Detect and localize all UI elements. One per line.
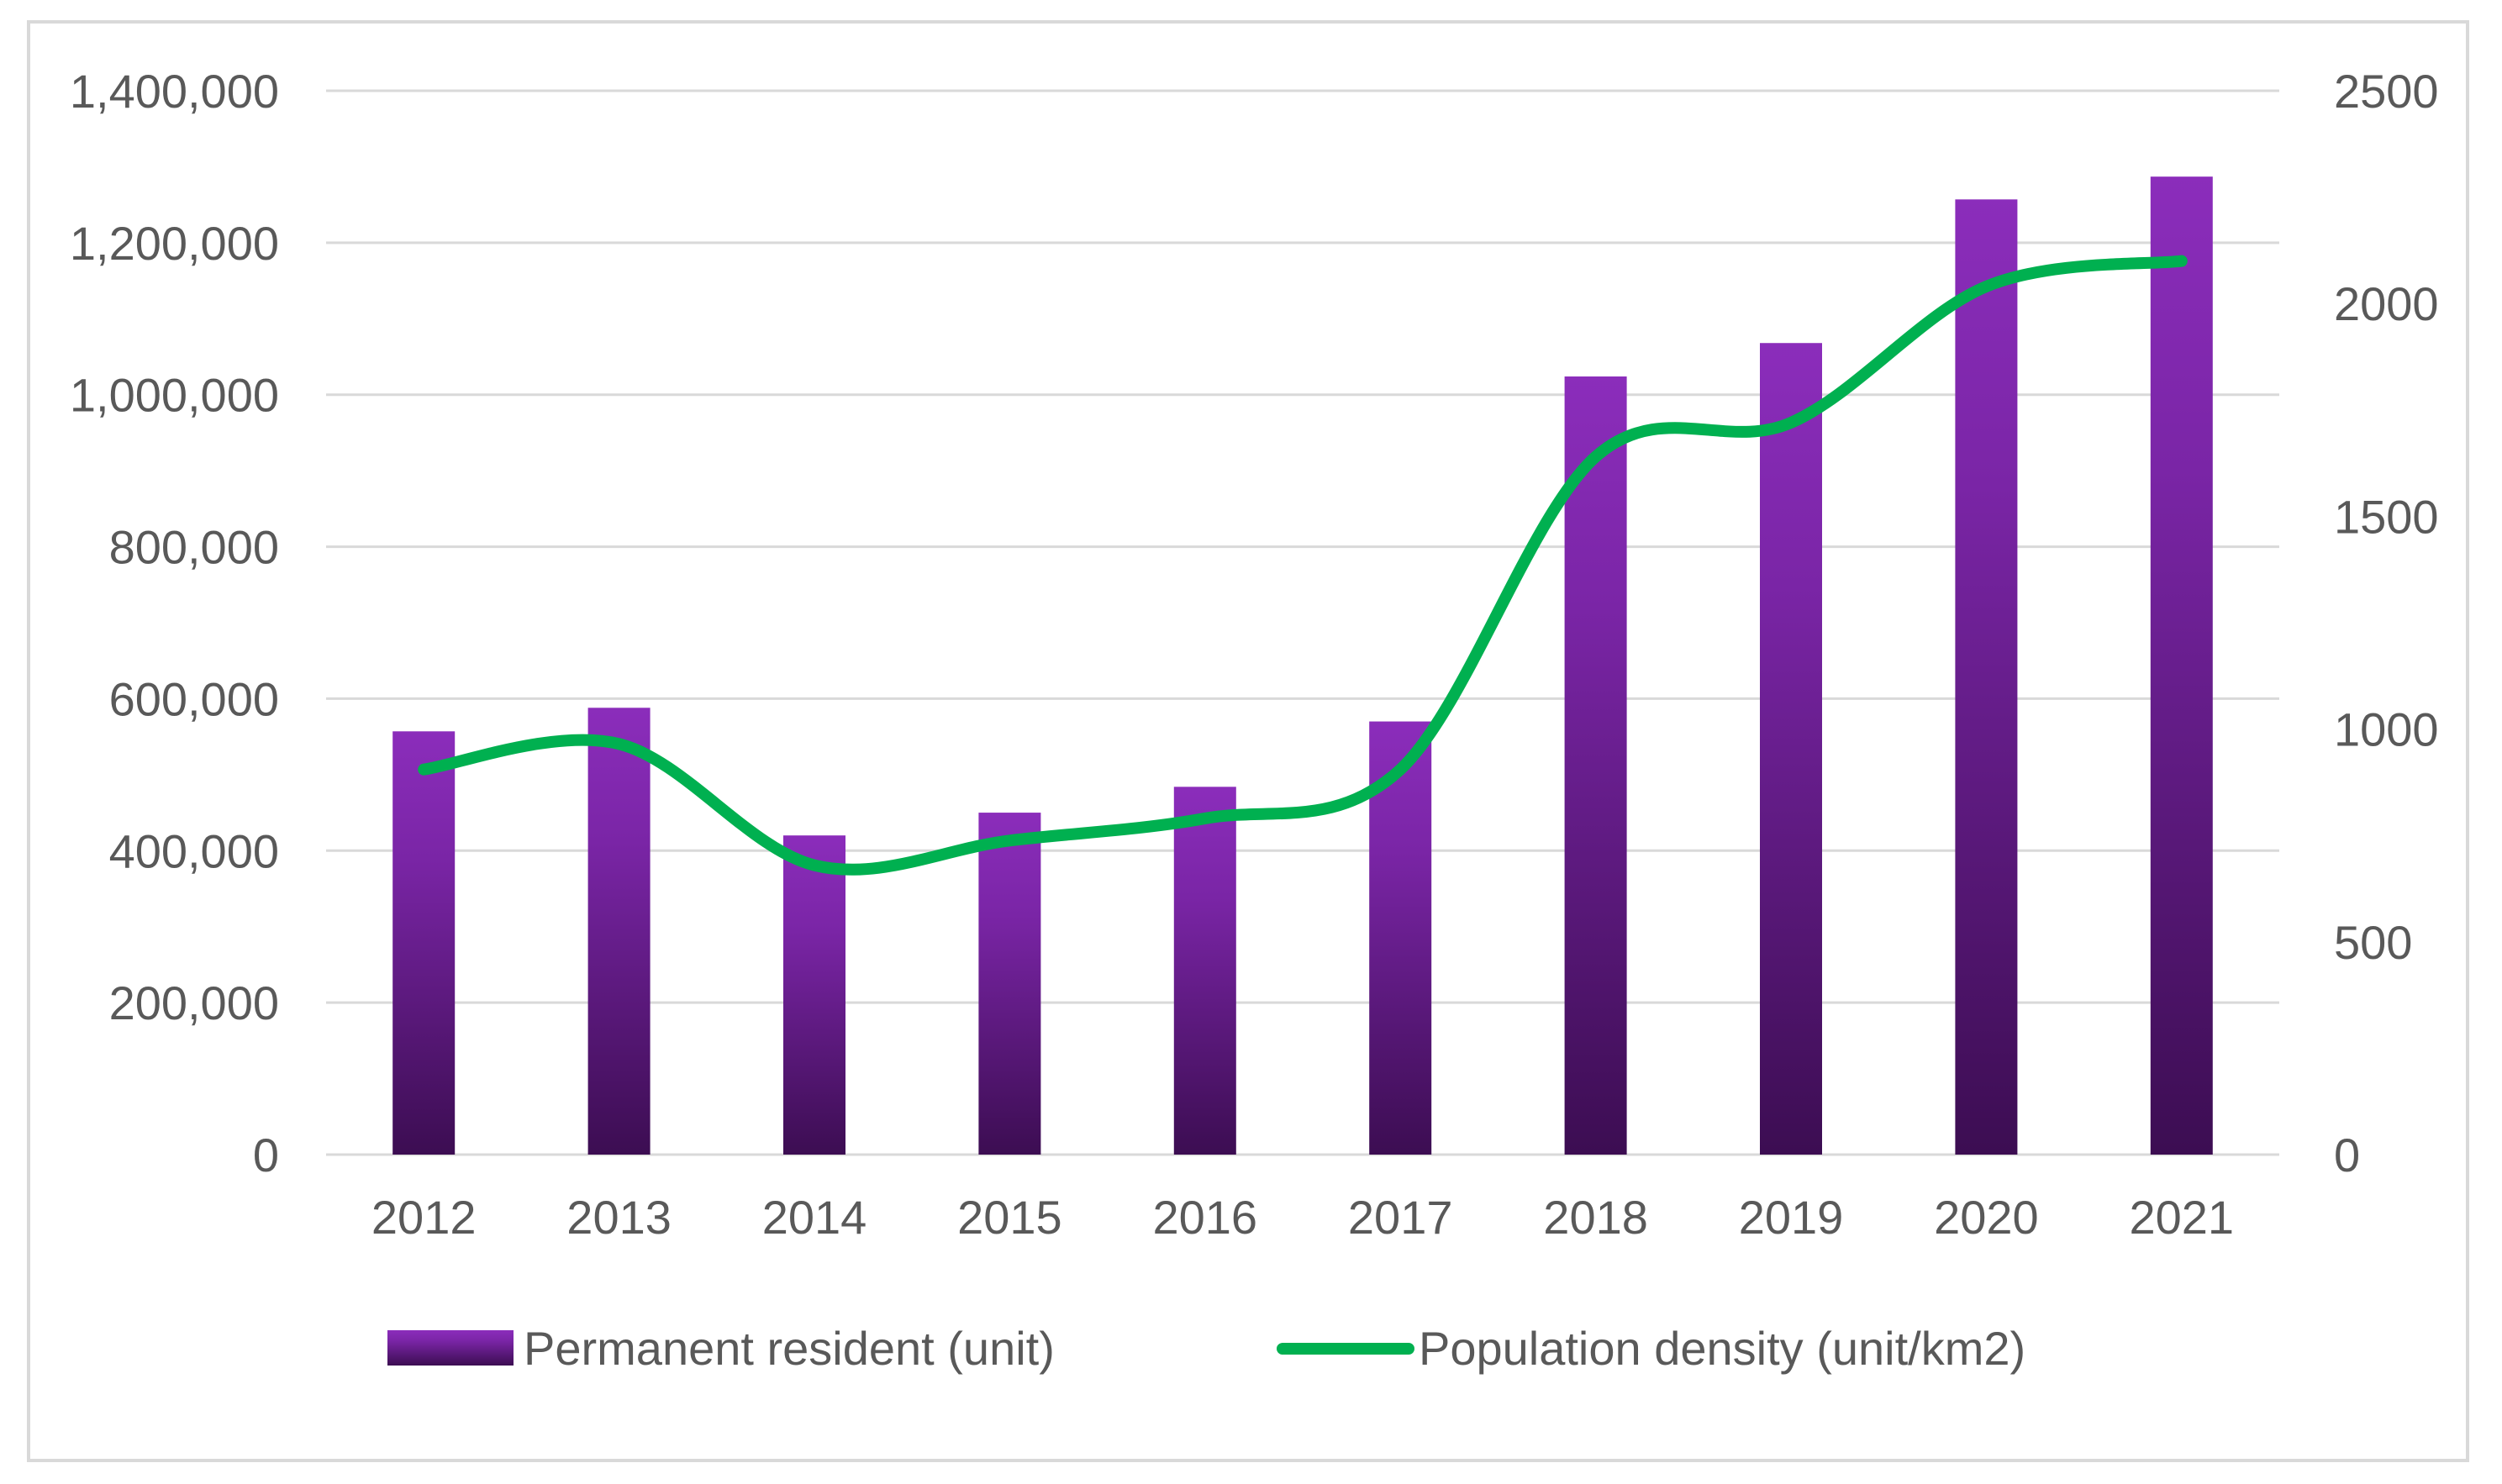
density-point-2018: [1595, 456, 1597, 458]
x-tick-label: 2016: [1153, 1191, 1258, 1244]
left-tick-label: 0: [253, 1129, 279, 1181]
left-tick-label: 1,000,000: [70, 369, 279, 422]
x-tick-label: 2012: [371, 1191, 477, 1244]
x-tick-label: 2013: [566, 1191, 672, 1244]
chart-svg: 0 200,000 400,000 600,000 800,000 1,000,000 1,…: [70, 65, 2439, 1375]
bar-2014: [783, 835, 845, 1155]
right-tick-label: 1500: [2334, 490, 2439, 543]
density-point-2014: [814, 865, 815, 866]
density-point-2019: [1790, 422, 1792, 424]
bar-series: [392, 176, 2213, 1155]
left-tick-label: 1,200,000: [70, 217, 279, 270]
right-tick-label: 2000: [2334, 277, 2439, 330]
density-point-2015: [1009, 839, 1010, 841]
x-tick-label: 2014: [762, 1191, 867, 1244]
chart-frame: 0 200,000 400,000 600,000 800,000 1,000,000 1,…: [27, 20, 2469, 1462]
right-tick-label: 2500: [2334, 65, 2439, 118]
left-axis-ticks: 0 200,000 400,000 600,000 800,000 1,000,000 1,…: [70, 65, 279, 1181]
right-tick-label: 1000: [2334, 703, 2439, 756]
bar-2020: [1955, 199, 2018, 1155]
bar-2019: [1760, 343, 1822, 1155]
right-axis-ticks: 0 500 1000 1500 2000 2500: [2334, 65, 2439, 1181]
bar-2012: [392, 731, 456, 1155]
density-point-2021: [2181, 260, 2183, 262]
left-tick-label: 200,000: [109, 976, 279, 1029]
right-tick-label: 0: [2334, 1129, 2360, 1181]
left-tick-label: 1,400,000: [70, 65, 279, 118]
left-tick-label: 600,000: [109, 672, 279, 725]
density-line: [418, 255, 2188, 876]
x-tick-label: 2018: [1543, 1191, 1648, 1244]
x-tick-label: 2015: [957, 1191, 1062, 1244]
x-tick-label: 2017: [1348, 1191, 1453, 1244]
bar-2016: [1173, 787, 1236, 1155]
bar-2017: [1369, 721, 1432, 1155]
x-axis-ticks: 2012 2013 2014 2015 2016 2017 2018 2019 2020 2021: [371, 1191, 2234, 1244]
legend-label-bar: Permanent resident (unit): [524, 1322, 1055, 1375]
gridlines: [326, 89, 2279, 1156]
x-tick-label: 2019: [1739, 1191, 1844, 1244]
bar-2021: [2150, 176, 2213, 1155]
bar-2015: [978, 813, 1041, 1155]
density-point-2020: [1985, 286, 1987, 287]
left-tick-label: 800,000: [109, 521, 279, 574]
legend: Permanent resident (unit) Population den…: [387, 1322, 2025, 1375]
legend-swatch-bar: [387, 1330, 514, 1366]
density-point-2017: [1399, 769, 1401, 771]
x-tick-label: 2020: [1934, 1191, 2039, 1244]
line-series: [418, 255, 2188, 876]
x-tick-label: 2021: [2130, 1191, 2235, 1244]
bar-2013: [587, 708, 651, 1155]
bar-2018: [1564, 376, 1627, 1155]
legend-label-line: Population density (unit/km2): [1419, 1322, 2025, 1375]
left-tick-label: 400,000: [109, 824, 279, 877]
right-tick-label: 500: [2334, 916, 2412, 969]
